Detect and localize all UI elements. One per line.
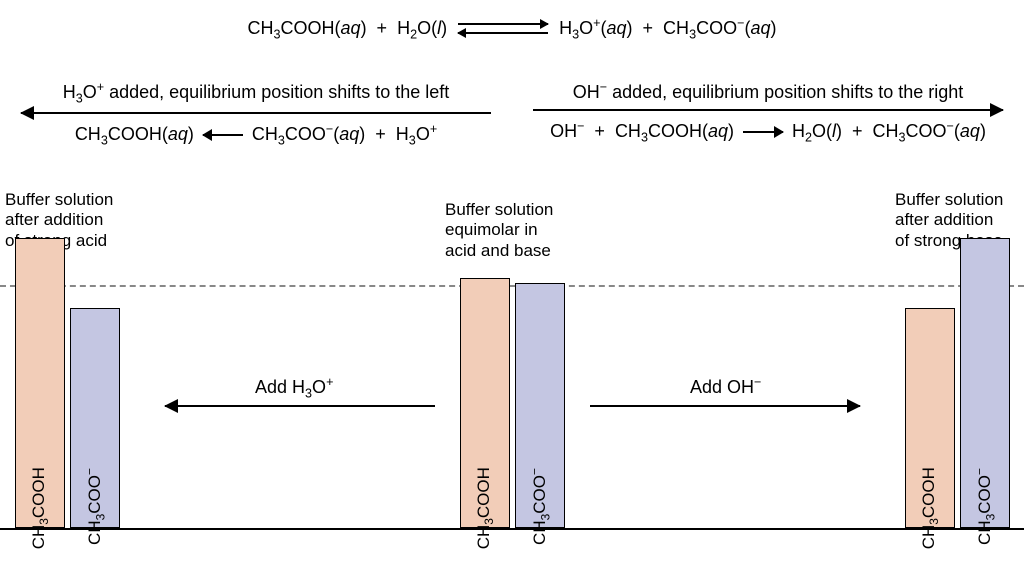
bar-label: CH3COOH [29, 467, 51, 549]
eq-left: CH3COOH(aq) + H2O(l) [248, 18, 448, 38]
equilibrium-arrow-icon [458, 19, 548, 39]
baseline [0, 528, 1024, 530]
arrow-left-icon [21, 112, 491, 114]
bar-equimolar-1: CH3COO− [515, 283, 565, 528]
bar-label: CH3COO− [82, 468, 107, 545]
bar-base_added-1: CH3COO− [960, 238, 1010, 528]
reference-dashline [0, 285, 1024, 287]
buffer-bar-chart: Buffer solutionafter additionof strong a… [0, 190, 1024, 540]
bar-acid_added-0: CH3COOH [15, 238, 65, 528]
shift-right-caption: OH− added, equilibrium position shifts t… [512, 80, 1024, 103]
bar-acid_added-1: CH3COO− [70, 308, 120, 528]
bar-base_added-0: CH3COOH [905, 308, 955, 528]
shift-section: H3O+ added, equilibrium position shifts … [0, 80, 1024, 160]
bar-label: CH3COOH [919, 467, 941, 549]
add-arrow-left-icon [165, 405, 435, 407]
bar-label: CH3COO− [527, 468, 552, 545]
shift-left-reaction: CH3COOH(aq) CH3COO−(aq) + H3O+ [0, 122, 512, 148]
shift-right-reaction: OH− + CH3COOH(aq) H2O(l) + CH3COO−(aq) [512, 119, 1024, 145]
small-arrow-right-icon [743, 131, 783, 133]
shift-right-panel: OH− added, equilibrium position shifts t… [512, 80, 1024, 145]
shift-left-caption: H3O+ added, equilibrium position shifts … [0, 80, 512, 106]
shift-left-panel: H3O+ added, equilibrium position shifts … [0, 80, 512, 147]
small-arrow-left-icon [203, 134, 243, 136]
eq-right: H3O+(aq) + CH3COO−(aq) [559, 18, 776, 38]
add-label: Add H3O+ [255, 375, 333, 401]
add-arrow-right-icon [590, 405, 860, 407]
add-label: Add OH− [690, 375, 761, 398]
bar-equimolar-0: CH3COOH [460, 278, 510, 528]
arrow-right-icon [533, 109, 1003, 111]
bar-label: CH3COOH [474, 467, 496, 549]
group-label-equimolar: Buffer solutionequimolar inacid and base [445, 200, 553, 261]
main-equilibrium: CH3COOH(aq) + H2O(l) H3O+(aq) + CH3COO−(… [0, 16, 1024, 42]
bar-label: CH3COO− [972, 468, 997, 545]
